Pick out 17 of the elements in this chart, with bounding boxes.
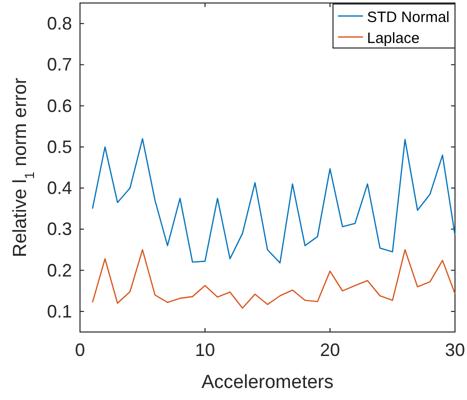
- legend-label: Laplace: [367, 30, 420, 47]
- y-tick-label: 0.5: [46, 136, 72, 157]
- y-tick-label: 0.8: [46, 14, 72, 34]
- x-tick-label: 30: [444, 340, 466, 360]
- y-tick-label: 0.6: [46, 96, 72, 116]
- line-series: [92, 138, 456, 264]
- y-tick-label: 0.1: [46, 301, 72, 322]
- x-tick-label: 0: [74, 340, 86, 360]
- x-tick-label: 10: [194, 340, 216, 360]
- y-tick-label: 0.3: [46, 219, 72, 240]
- legend-label: STD Normal: [367, 9, 450, 26]
- x-axis-title: Accelerometers: [202, 372, 334, 393]
- x-tick-label: 20: [320, 340, 340, 360]
- y-tick-label: 0.4: [46, 178, 72, 198]
- y-tick-label: 0.7: [46, 54, 72, 75]
- y-tick-label: 0.2: [46, 260, 72, 280]
- line-series: [92, 249, 456, 309]
